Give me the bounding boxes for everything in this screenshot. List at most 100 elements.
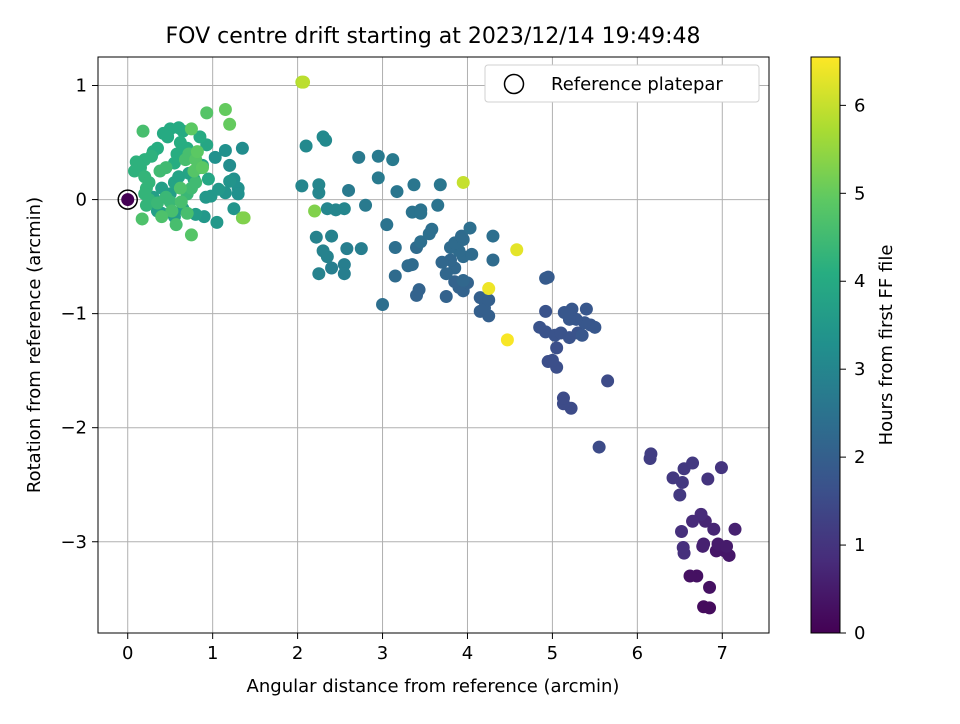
data-point	[433, 178, 447, 192]
data-point	[371, 171, 385, 185]
data-point	[550, 341, 564, 355]
data-point	[380, 218, 394, 232]
data-point	[337, 258, 351, 272]
x-axis-ticks: 0 1 2 3 4 5 6 7	[122, 633, 728, 664]
chart-title: FOV centre drift starting at 2023/12/14 …	[166, 24, 701, 49]
y-axis-label: Rotation from reference (arcmin)	[24, 197, 45, 493]
data-point	[728, 522, 742, 536]
data-point	[159, 161, 173, 175]
x-tick-label: 6	[632, 643, 643, 664]
data-point	[592, 440, 606, 454]
data-point	[227, 202, 241, 216]
data-point	[199, 190, 213, 204]
data-point	[161, 130, 175, 144]
data-point	[352, 150, 366, 164]
data-point	[482, 293, 496, 307]
data-point	[169, 218, 183, 232]
data-point	[195, 161, 209, 175]
colorbar-tick-label: 4	[854, 271, 865, 292]
y-tick-label: 0	[76, 190, 87, 211]
data-point	[439, 290, 453, 304]
data-point	[601, 374, 615, 388]
data-point	[714, 461, 728, 475]
data-point	[545, 353, 559, 367]
data-point	[533, 320, 547, 334]
y-tick-label: 1	[76, 76, 87, 97]
data-point	[556, 391, 570, 405]
data-point	[676, 540, 690, 554]
data-point	[223, 117, 237, 131]
data-point	[371, 149, 385, 163]
data-point	[235, 141, 249, 155]
data-point	[579, 302, 593, 316]
data-point	[312, 267, 326, 281]
data-point	[431, 198, 445, 212]
data-point	[128, 164, 142, 178]
data-point	[644, 447, 658, 461]
x-tick-label: 2	[292, 643, 303, 664]
colorbar: 0 1 2 3 4 5 6 Hours from first FF file	[810, 56, 897, 644]
data-point	[308, 204, 322, 218]
data-point	[173, 181, 187, 195]
data-point	[703, 580, 717, 594]
data-point	[325, 261, 339, 275]
colorbar-tick-label: 2	[854, 447, 865, 468]
data-point	[666, 471, 680, 485]
data-point	[455, 229, 469, 243]
data-point	[354, 242, 368, 256]
x-tick-label: 7	[717, 643, 728, 664]
data-point	[319, 133, 333, 147]
data-point	[701, 472, 715, 486]
data-point	[312, 178, 326, 192]
data-point	[208, 150, 222, 164]
data-point	[390, 185, 404, 199]
legend-label-reference-platepar: Reference platepar	[551, 74, 723, 95]
data-point	[237, 211, 251, 225]
data-point	[414, 235, 428, 249]
data-point	[388, 240, 402, 254]
data-point	[223, 158, 237, 172]
data-point	[136, 124, 150, 138]
data-point	[675, 524, 689, 538]
data-point	[376, 298, 390, 312]
data-point	[174, 195, 188, 209]
data-point	[673, 488, 687, 502]
data-point	[697, 537, 711, 551]
data-point	[401, 259, 415, 273]
data-point	[707, 522, 721, 536]
y-tick-label: −2	[60, 418, 87, 439]
data-point	[184, 122, 198, 136]
data-point	[720, 539, 734, 553]
data-point	[463, 221, 477, 235]
data-point	[172, 170, 186, 184]
data-point	[297, 75, 311, 89]
data-point	[486, 229, 500, 243]
y-tick-label: −1	[60, 304, 87, 325]
data-point	[200, 106, 214, 120]
data-point	[703, 601, 717, 615]
data-point	[190, 145, 204, 159]
legend-box	[484, 64, 760, 103]
data-point	[337, 267, 351, 281]
data-point	[407, 178, 421, 192]
data-point	[309, 230, 323, 244]
data-point	[686, 514, 700, 528]
data-point	[155, 210, 169, 224]
x-tick-label: 0	[122, 643, 133, 664]
data-point	[560, 307, 574, 321]
data-point	[189, 175, 203, 189]
data-points	[117, 75, 742, 615]
data-point	[412, 283, 426, 297]
data-point	[184, 228, 198, 242]
y-axis-ticks: 1 0 −1 −2 −3	[60, 76, 98, 553]
data-point	[337, 202, 351, 216]
grid	[98, 57, 769, 633]
data-point	[139, 198, 153, 212]
colorbar-tick-label: 3	[854, 359, 865, 380]
colorbar-tick-label: 0	[854, 623, 865, 644]
data-point	[588, 320, 602, 334]
colorbar-gradient	[810, 56, 841, 634]
data-point	[316, 244, 330, 258]
data-point	[210, 215, 224, 229]
